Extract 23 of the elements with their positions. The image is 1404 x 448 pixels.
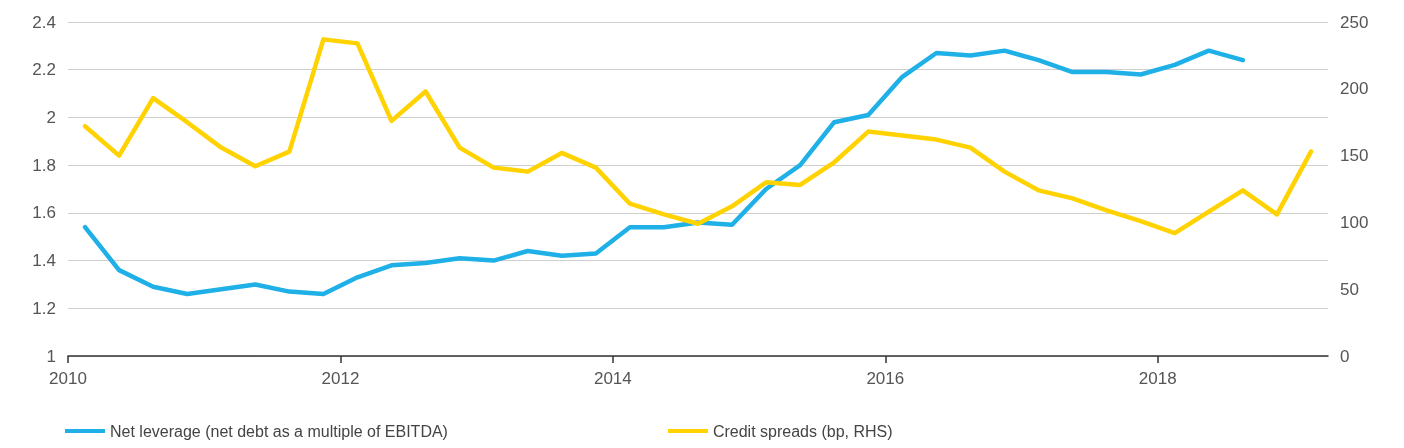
y-tick-label: 2.4 [32,12,56,32]
y2-tick-label: 100 [1340,212,1369,232]
x-tick-label: 2016 [866,369,905,388]
y-tick-label: 1.2 [32,298,56,318]
y2-tick-label: 0 [1340,346,1350,366]
y-tick-label: 2.2 [32,60,56,80]
x-tick-label: 2018 [1138,369,1177,388]
y-tick-label: 1 [46,346,56,366]
y2-tick-label: 250 [1340,12,1369,32]
y-tick-label: 1.8 [32,155,56,175]
y-tick-label: 2 [46,107,56,127]
y-tick-label: 1.4 [32,251,56,271]
y2-tick-label: 200 [1340,79,1369,99]
line-series [82,48,1246,297]
legend-label: Credit spreads (bp, RHS) [712,422,893,440]
y2-tick-label: 150 [1340,146,1369,166]
x-tick-label: 2012 [321,369,360,388]
x-tick-label: 2010 [49,369,87,388]
x-tick-label: 2014 [593,369,632,388]
legend-label: Net leverage (net debt as a multiple of EBITDA) [110,422,448,440]
y2-tick-label: 50 [1340,279,1359,299]
line-series [82,37,1314,236]
y-tick-label: 1.6 [32,203,56,223]
